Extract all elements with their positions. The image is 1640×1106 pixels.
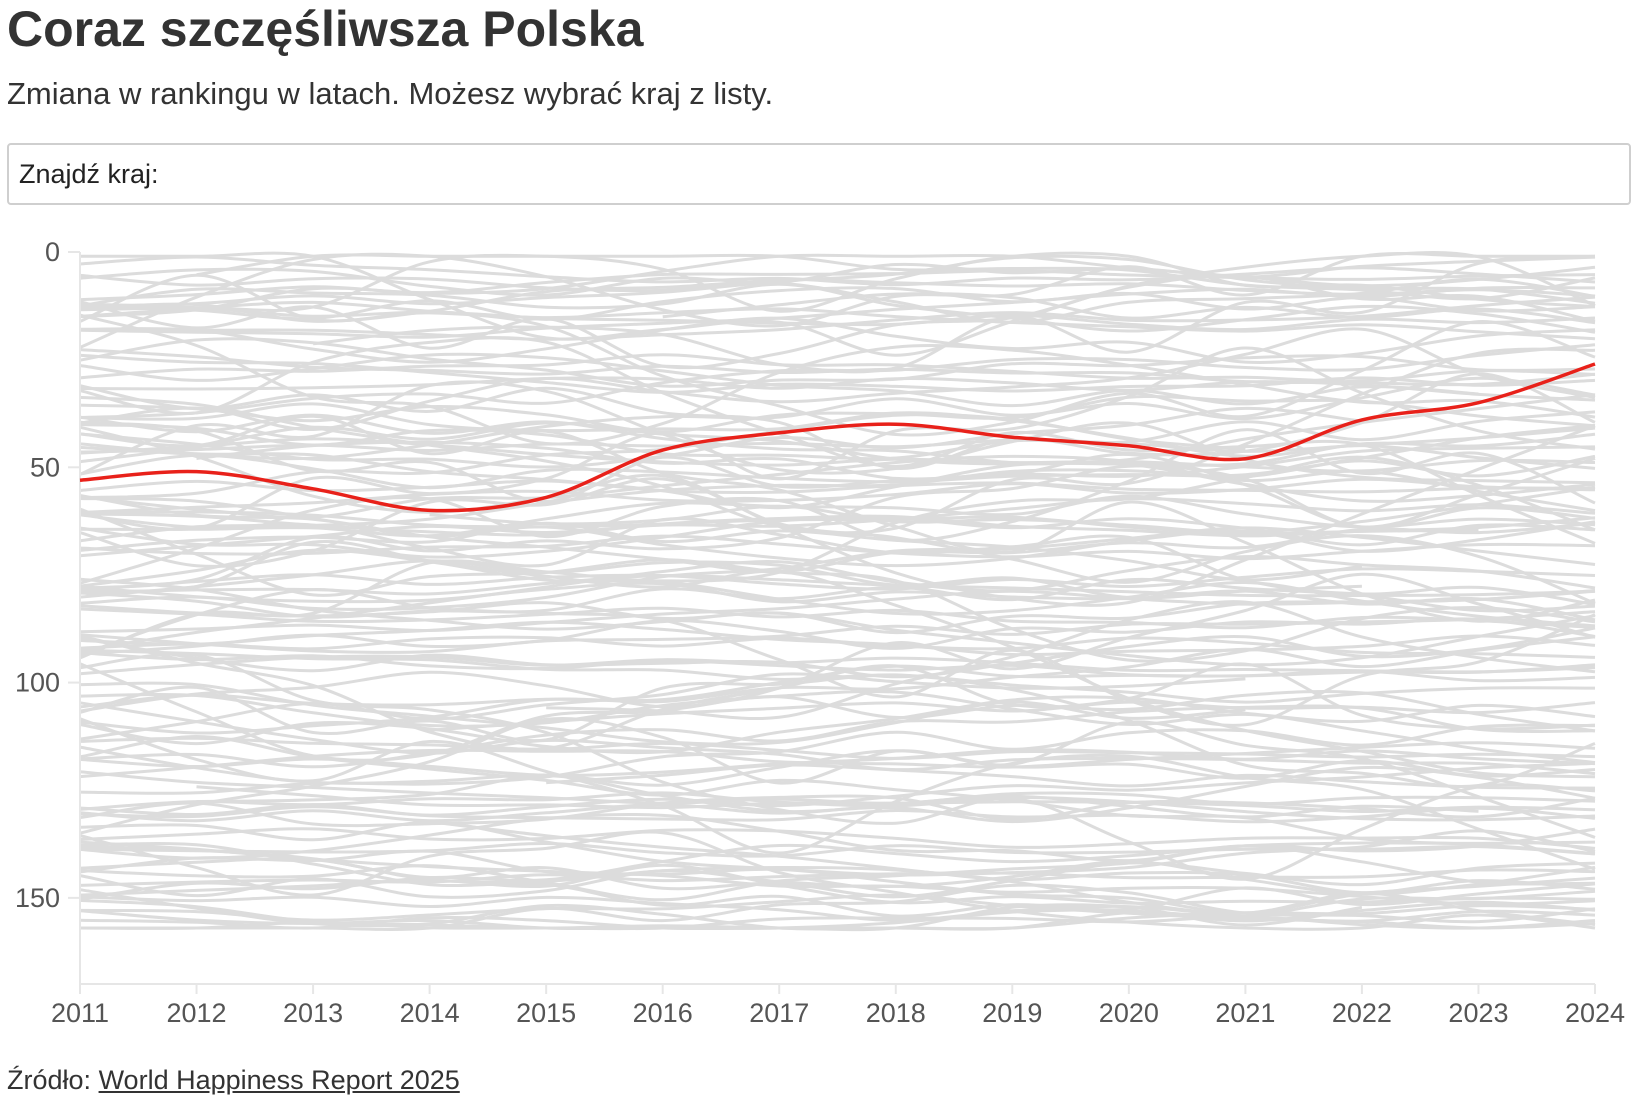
country-line (79, 610, 1596, 654)
country-line (79, 497, 1596, 568)
country-line (79, 337, 1596, 388)
country-search-box[interactable]: Znajdź kraj: (7, 143, 1631, 205)
country-line (79, 670, 1596, 733)
country-line (79, 893, 1596, 930)
country-line (79, 254, 1596, 308)
country-line (79, 454, 1596, 543)
country-line (196, 785, 1596, 822)
country-line (79, 794, 1479, 823)
x-tick-label: 2012 (166, 998, 226, 1028)
x-tick-label: 2020 (1099, 998, 1159, 1028)
country-line (79, 353, 1596, 387)
page-subtitle: Zmiana w rankingu w latach. Możesz wybra… (7, 76, 774, 111)
country-line (79, 794, 1596, 828)
country-line (79, 654, 1596, 676)
country-line (80, 883, 1596, 931)
country-line (196, 440, 1596, 481)
country-line (79, 635, 1596, 659)
x-tick-label: 2016 (633, 998, 693, 1028)
country-line (79, 346, 1596, 531)
country-line (79, 548, 1596, 628)
country-search-input[interactable] (166, 148, 1629, 200)
country-line (79, 269, 1596, 302)
country-line (79, 251, 1595, 349)
country-line (79, 456, 1596, 590)
country-line (79, 626, 1596, 679)
country-line (79, 380, 1596, 485)
country-line (79, 428, 1596, 585)
country-line (79, 455, 1596, 660)
country-line (79, 695, 1596, 755)
country-line (79, 426, 1596, 454)
chart-axes: 0 50 100 150 2011 2012 2013 2014 2015 2016 2017 201… (15, 237, 1625, 1028)
country-line (79, 567, 1596, 592)
country-line (79, 376, 1596, 402)
country-line (79, 827, 1596, 850)
country-line (79, 863, 1596, 905)
x-tick-label: 2011 (51, 998, 109, 1028)
country-line (429, 485, 1596, 534)
country-line (79, 859, 1596, 899)
x-tick-label: 2014 (400, 998, 460, 1028)
country-line (79, 343, 1596, 420)
country-line (79, 282, 1596, 334)
ranking-chart: 0 50 100 150 2011 2012 2013 2014 2015 2016 2017 201… (15, 237, 1625, 1028)
x-tick-label: 2023 (1448, 998, 1508, 1028)
page-title: Coraz szczęśliwsza Polska (7, 1, 644, 57)
highlight-series (79, 362, 1596, 513)
country-line (196, 765, 1596, 824)
country-line (79, 352, 1479, 408)
country-line (312, 254, 1596, 374)
country-line (79, 761, 1596, 817)
country-line (429, 700, 1596, 732)
country-line (546, 600, 1596, 721)
country-line (546, 763, 1596, 790)
country-line (79, 805, 1596, 824)
country-line (79, 635, 1596, 735)
y-tick-label: 0 (45, 237, 60, 267)
country-line (79, 689, 1596, 764)
country-line (79, 915, 1596, 931)
country-line (79, 842, 1596, 918)
country-line (79, 827, 1596, 902)
country-line (79, 589, 1596, 634)
x-tick-label: 2022 (1332, 998, 1392, 1028)
country-line (79, 704, 1596, 769)
country-line (79, 606, 1596, 630)
country-line (79, 555, 1596, 653)
source-link[interactable]: World Happiness Report 2025 (98, 1065, 460, 1095)
country-line (79, 672, 1246, 741)
x-tick-label: 2015 (516, 998, 576, 1028)
search-label: Znajdź kraj: (19, 158, 159, 189)
background-country-lines (79, 251, 1596, 932)
country-line (79, 748, 1596, 778)
x-tick-label: 2017 (749, 998, 809, 1028)
country-line (79, 840, 1596, 901)
source-note: Źródło: World Happiness Report 2025 (7, 1062, 460, 1098)
x-tick-label: 2019 (982, 998, 1042, 1028)
country-line (80, 251, 1596, 357)
country-line (79, 812, 1596, 886)
country-line (79, 376, 1596, 461)
y-tick-label: 150 (15, 883, 60, 913)
highlight-line[interactable] (79, 362, 1596, 513)
x-tick-label: 2021 (1215, 998, 1275, 1028)
country-line (79, 274, 1596, 370)
country-line (79, 717, 1596, 839)
x-tick-label: 2013 (283, 998, 343, 1028)
country-line (79, 717, 1596, 871)
y-tick-label: 100 (15, 668, 60, 698)
country-line (79, 741, 1596, 779)
x-tick-label: 2018 (866, 998, 926, 1028)
x-tick-label: 2024 (1565, 998, 1625, 1028)
source-label: Źródło: (7, 1065, 92, 1095)
y-tick-label: 50 (30, 452, 60, 482)
country-line (79, 830, 1596, 931)
country-line (79, 673, 1596, 789)
country-line (79, 477, 1596, 514)
country-line (79, 251, 1596, 313)
country-line (79, 424, 1596, 607)
